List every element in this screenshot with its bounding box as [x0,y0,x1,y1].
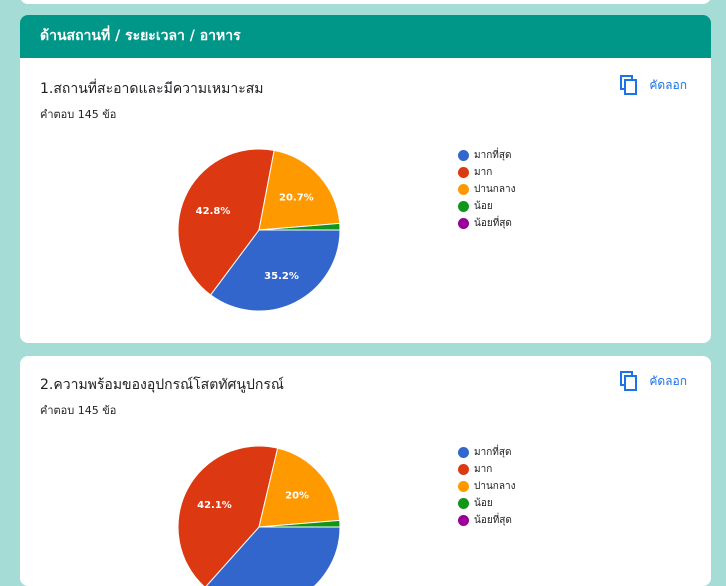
legend-swatch [458,515,469,526]
legend-item: น้อย [458,495,515,512]
chart-legend: มากที่สุดมากปานกลางน้อยน้อยที่สุด [458,147,515,232]
copy-label: คัดลอก [649,77,687,92]
copy-icon [620,371,638,391]
pie-slice [258,149,341,231]
legend-swatch [458,447,469,458]
legend-label: น้อย [474,201,493,212]
pie-slice [258,519,341,528]
previous-card-edge [20,0,711,4]
legend-item: น้อยที่สุด [458,215,515,232]
response-count: คำตอบ 145 ข้อ [40,404,117,417]
legend-item: ปานกลาง [458,181,515,198]
data-label: 42.1% [197,500,232,511]
legend-swatch [458,481,469,492]
legend-item: น้อยที่สุด [458,512,515,529]
legend-label: มาก [474,464,493,475]
response-count: คำตอบ 145 ข้อ [40,108,117,121]
legend-item: มาก [458,164,515,181]
legend-swatch [458,464,469,475]
pie-chart: 35.2% 42.8% 20.7% [177,148,341,312]
legend-swatch [458,201,469,212]
section-header: ด้านสถานที่ / ระยะเวลา / อาหาร [20,15,711,58]
legend-label: น้อย [474,498,493,509]
copy-icon [620,75,638,95]
data-label: 20.7% [279,192,314,203]
legend-label: น้อยที่สุด [474,515,512,526]
legend-swatch [458,184,469,195]
pie-slice [177,148,275,296]
question-title: 1.สถานที่สะอาดและมีความเหมาะสม [40,81,264,97]
pie-slice [177,445,279,586]
pie-slice [258,222,341,231]
legend-label: มาก [474,167,493,178]
legend-swatch [458,498,469,509]
legend-swatch [458,167,469,178]
legend-item: น้อย [458,198,515,215]
legend-label: ปานกลาง [474,481,516,492]
legend-item: มากที่สุด [458,147,515,164]
legend-label: มากที่สุด [474,447,512,458]
chart-legend: มากที่สุดมากปานกลางน้อยน้อยที่สุด [458,444,515,529]
question-card: 2.ความพร้อมของอุปกรณ์โสตทัศนูปกรณ์ คำตอบ… [20,356,711,586]
legend-item: มาก [458,461,515,478]
pie-slice [209,229,341,312]
legend-label: น้อยที่สุด [474,218,512,229]
pie-slice [258,447,341,528]
legend-swatch [458,218,469,229]
question-title: 2.ความพร้อมของอุปกรณ์โสตทัศนูปกรณ์ [40,377,284,393]
legend-swatch [458,150,469,161]
legend-label: มากที่สุด [474,150,512,161]
legend-item: ปานกลาง [458,478,515,495]
pie-chart: 42.1% 20% [177,445,341,586]
copy-button[interactable]: คัดลอก [620,371,687,391]
data-label: 35.2% [264,271,299,282]
legend-label: ปานกลาง [474,184,516,195]
copy-label: คัดลอก [649,373,687,388]
copy-button[interactable]: คัดลอก [620,75,687,95]
legend-item: มากที่สุด [458,444,515,461]
section-card: ด้านสถานที่ / ระยะเวลา / อาหาร 1.สถานที่… [20,15,711,343]
data-label: 42.8% [196,206,231,217]
data-label: 20% [285,490,309,501]
